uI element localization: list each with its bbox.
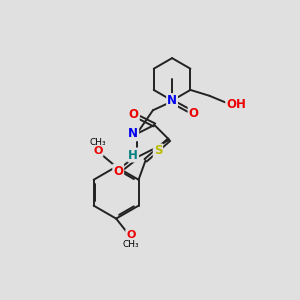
Text: CH₃: CH₃ [122, 240, 139, 249]
Text: O: O [126, 230, 136, 240]
Text: N: N [128, 127, 138, 140]
Text: O: O [189, 107, 199, 120]
Text: N: N [167, 94, 177, 107]
Text: O: O [129, 108, 139, 121]
Text: S: S [154, 144, 162, 158]
Text: CH₃: CH₃ [90, 137, 106, 146]
Text: O: O [113, 165, 123, 178]
Text: O: O [93, 146, 103, 156]
Text: OH: OH [226, 98, 246, 111]
Text: H: H [128, 148, 138, 161]
